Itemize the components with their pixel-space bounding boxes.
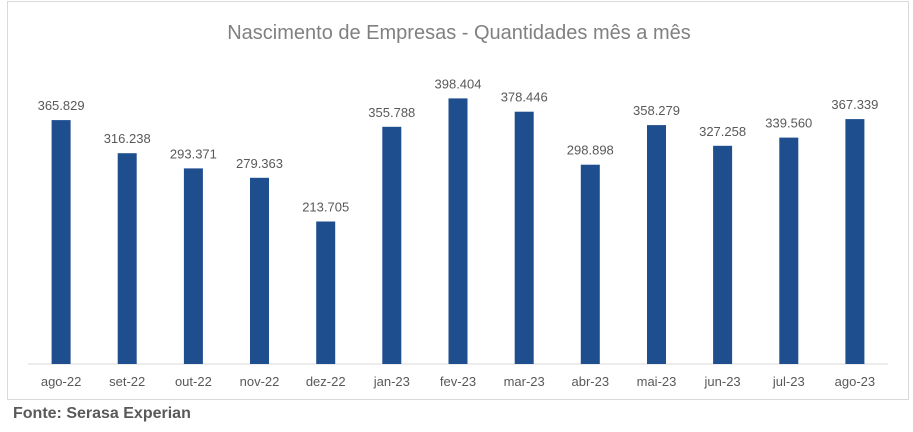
bar-abr-23 [580, 164, 600, 364]
value-label-jun-23: 327.258 [699, 124, 746, 139]
bars-group [51, 98, 865, 365]
x-tick-jun-23: jun-23 [704, 374, 741, 389]
bar-fev-23 [448, 98, 468, 365]
x-tick-abr-23: abr-23 [572, 374, 610, 389]
chart-title: Nascimento de Empresas - Quantidades mês… [227, 22, 691, 44]
value-label-mar-23: 378.446 [501, 90, 548, 105]
bar-jan-23 [382, 126, 402, 364]
x-tick-labels-group: ago-22 set-22 out-22 nov-22 dez-22 jan-23 fev-… [41, 374, 875, 389]
bar-jul-23 [779, 137, 799, 364]
x-tick-ago-22: ago-22 [41, 374, 81, 389]
x-tick-out-22: out-22 [175, 374, 212, 389]
bar-set-22 [117, 153, 137, 364]
bar-nov-22 [250, 177, 269, 364]
value-label-ago-23: 367.339 [831, 97, 878, 112]
value-label-set-22: 316.238 [104, 131, 151, 146]
value-labels-group: 365.829 316.238 293.371 279.363 213.705 355.7… [38, 76, 879, 214]
value-label-abr-23: 298.898 [567, 143, 614, 158]
x-tick-jan-23: jan-23 [373, 374, 410, 389]
bar-ago-23 [845, 119, 865, 364]
value-label-nov-22: 279.363 [236, 156, 283, 171]
value-label-fev-23: 398.404 [435, 76, 482, 91]
value-label-mai-23: 358.279 [633, 103, 680, 118]
value-label-jul-23: 339.560 [765, 116, 812, 131]
x-tick-fev-23: fev-23 [440, 374, 476, 389]
x-tick-dez-22: dez-22 [306, 374, 346, 389]
bar-out-22 [183, 168, 203, 364]
bar-mai-23 [647, 125, 666, 364]
x-tick-ago-23: ago-23 [835, 374, 875, 389]
bar-dez-22 [316, 221, 336, 364]
bar-ago-22 [51, 120, 71, 364]
bar-chart: Nascimento de Empresas - Quantidades mês… [28, 22, 888, 389]
bar-jun-23 [713, 145, 733, 364]
value-label-out-22: 293.371 [170, 146, 217, 161]
chart-frame: Nascimento de Empresas - Quantidades mês… [7, 1, 909, 400]
x-tick-mar-23: mar-23 [504, 374, 545, 389]
value-label-jan-23: 355.788 [368, 105, 415, 120]
x-tick-jul-23: jul-23 [772, 374, 805, 389]
x-tick-set-22: set-22 [109, 374, 145, 389]
x-tick-mai-23: mai-23 [637, 374, 677, 389]
source-note: Fonte: Serasa Experian [13, 405, 191, 422]
value-label-dez-22: 213.705 [302, 200, 349, 215]
x-tick-nov-22: nov-22 [240, 374, 280, 389]
bar-mar-23 [514, 111, 534, 364]
value-label-ago-22: 365.829 [38, 98, 85, 113]
